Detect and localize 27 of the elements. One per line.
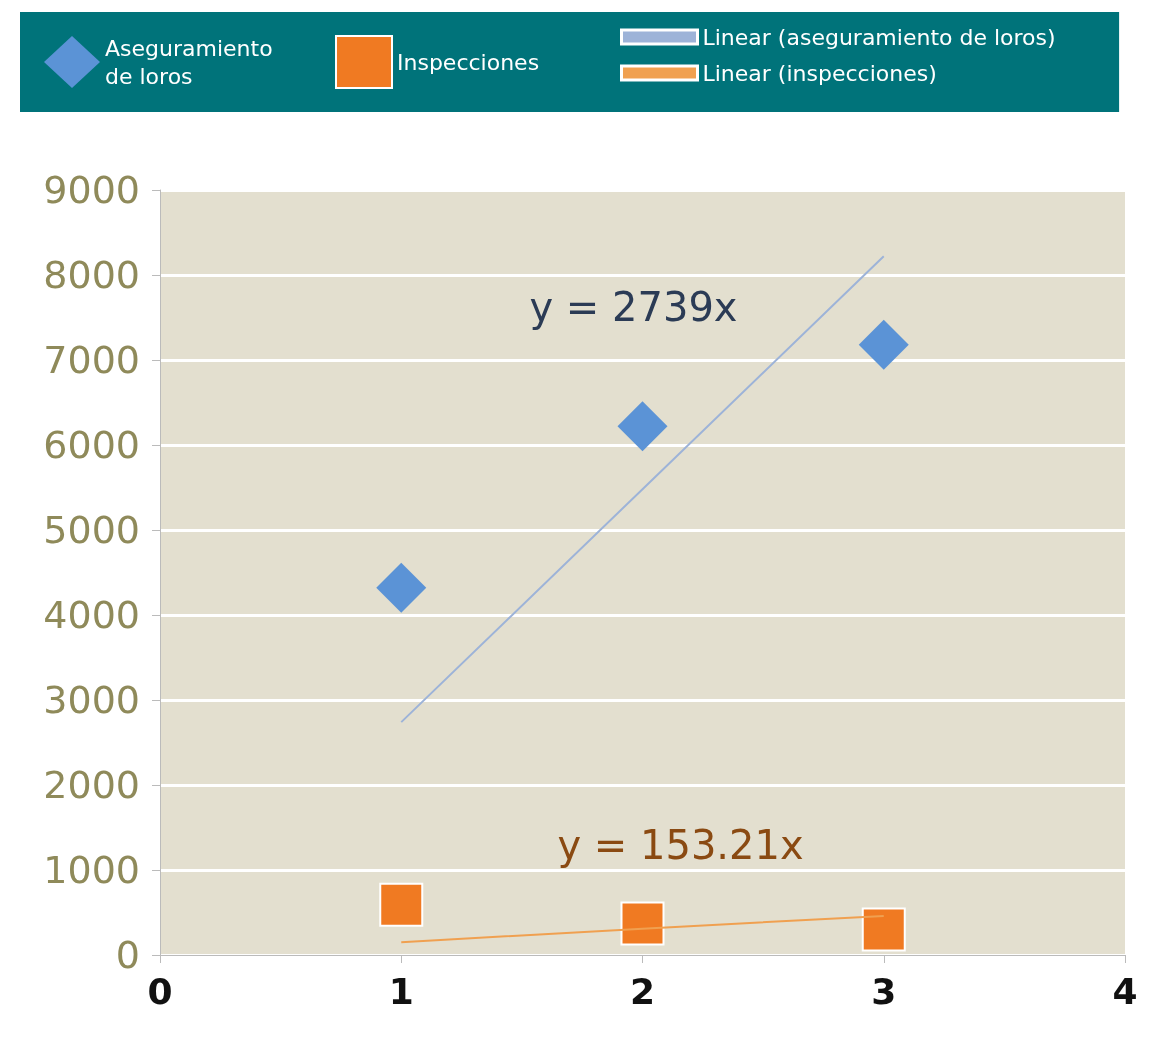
point bbox=[858, 319, 909, 370]
y-tick-label: 7000 bbox=[43, 338, 140, 382]
y-tick-label: 9000 bbox=[43, 168, 140, 212]
y-tick-label: 5000 bbox=[43, 508, 140, 552]
y-tick-label: 8000 bbox=[43, 253, 140, 297]
point bbox=[861, 907, 906, 952]
y-tick-label: 2000 bbox=[43, 763, 140, 807]
x-tick-label: 2 bbox=[629, 970, 656, 1012]
point bbox=[620, 901, 665, 946]
point bbox=[376, 562, 427, 613]
point bbox=[617, 401, 668, 452]
annotation: y = 2739x bbox=[529, 284, 738, 331]
x-tick-label: 0 bbox=[147, 970, 173, 1012]
y-tick-label: 0 bbox=[115, 933, 140, 977]
y-tick-label: 4000 bbox=[43, 593, 140, 637]
legend-label: Aseguramiento de loros bbox=[105, 35, 280, 89]
y-tick-label: 3000 bbox=[43, 678, 140, 722]
x-tick-label: 3 bbox=[871, 970, 897, 1012]
y-tick-label: 6000 bbox=[43, 423, 140, 467]
annotation: y = 153.21x bbox=[557, 821, 804, 868]
legend-label: Inspecciones bbox=[397, 49, 540, 75]
x-tick-label: 4 bbox=[1112, 970, 1138, 1012]
x-tick-label: 1 bbox=[388, 970, 414, 1012]
legend-label: Linear (aseguramiento de loros) bbox=[702, 24, 1056, 50]
point bbox=[379, 882, 424, 927]
y-tick-label: 1000 bbox=[43, 848, 140, 892]
legend-label: Linear (inspecciones) bbox=[702, 60, 937, 86]
